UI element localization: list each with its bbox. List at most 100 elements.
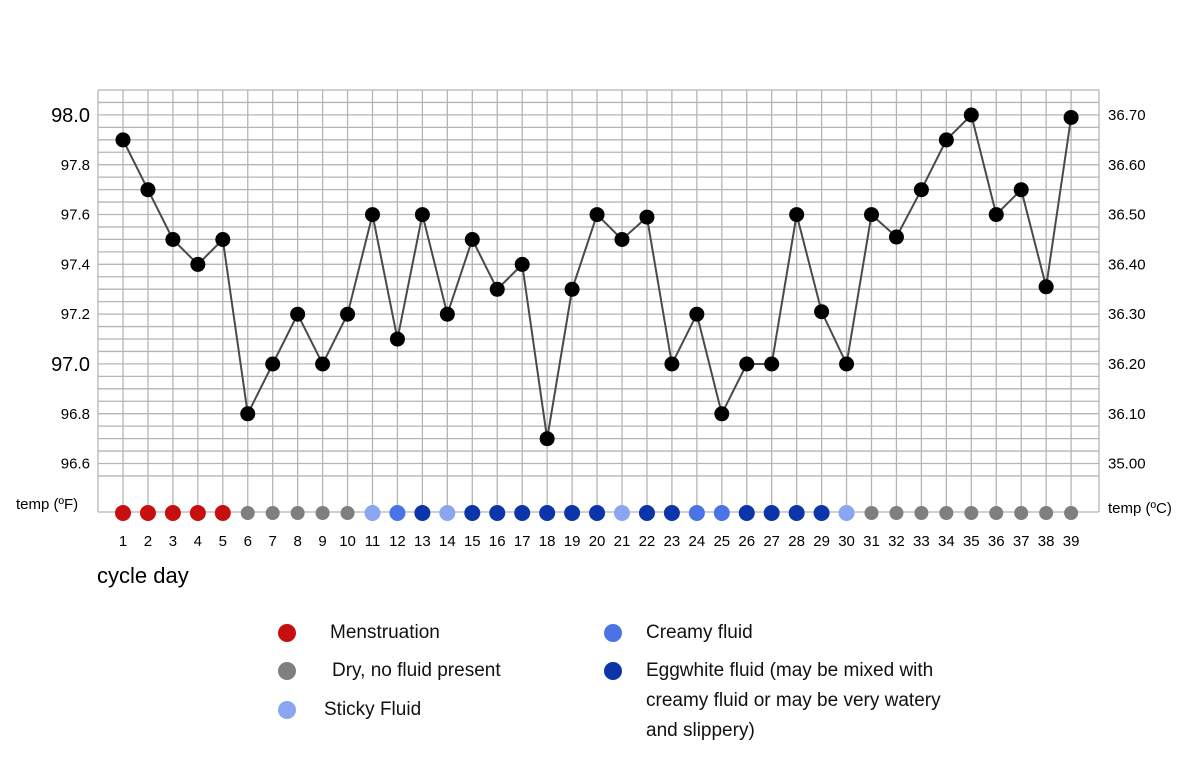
fluid-point-dry <box>889 506 904 520</box>
fluid-points <box>115 505 1079 521</box>
temperature-point <box>564 281 580 297</box>
temperature-point <box>963 107 979 123</box>
sticky-swatch <box>278 701 296 719</box>
temperature-point <box>165 232 181 247</box>
fluid-point-dry <box>265 506 280 520</box>
y-tick-label-right: 36.20 <box>1108 356 1146 373</box>
x-tick-label: 17 <box>514 533 531 550</box>
x-tick-label: 39 <box>1063 533 1080 550</box>
fluid-point-eggwhite <box>788 505 805 521</box>
x-tick-label: 31 <box>863 533 880 550</box>
y-tick-label-left: 96.8 <box>61 406 90 423</box>
legend-eggwhite: Eggwhite fluid (may be mixed with creamy… <box>604 660 976 746</box>
right-axis-label: temp (ºC) <box>1108 500 1172 517</box>
x-tick-label: 5 <box>219 533 227 550</box>
temperature-point <box>140 182 156 198</box>
fluid-point-menstruation <box>115 505 131 521</box>
y-tick-label-left: 97.0 <box>51 354 90 376</box>
temperature-point <box>290 306 306 322</box>
grid-lines <box>97 89 1100 513</box>
temperature-point <box>1038 279 1054 295</box>
y-tick-label-left: 98.0 <box>51 105 90 127</box>
temperature-point <box>614 232 630 247</box>
fluid-point-eggwhite <box>738 505 755 521</box>
temperature-point <box>1013 182 1029 198</box>
x-tick-label: 27 <box>763 533 780 550</box>
temperature-point <box>689 306 705 322</box>
legend-label: Eggwhite fluid (may be mixed with creamy… <box>646 660 941 741</box>
x-tick-label: 24 <box>689 533 706 550</box>
y-tick-label-right: 36.30 <box>1108 306 1146 323</box>
temperature-point <box>115 132 131 148</box>
fluid-point-eggwhite <box>539 505 556 521</box>
temperature-point <box>315 356 331 372</box>
x-tick-label: 32 <box>888 533 905 550</box>
x-tick-label: 1 <box>119 533 127 550</box>
temperature-point <box>913 182 929 198</box>
fluid-point-dry <box>315 506 330 520</box>
legend-dry: Dry, no fluid present <box>278 660 501 686</box>
x-tick-label: 19 <box>564 533 581 550</box>
y-tick-label-right: 36.60 <box>1108 157 1146 174</box>
x-tick-label: 6 <box>244 533 252 550</box>
x-tick-label: 28 <box>788 533 805 550</box>
x-tick-label: 18 <box>539 533 556 550</box>
temperature-point <box>514 256 530 272</box>
temperature-point <box>639 209 655 225</box>
fluid-point-dry <box>1039 506 1054 520</box>
y-tick-label-left: 96.6 <box>61 456 90 473</box>
x-tick-label: 29 <box>813 533 830 550</box>
fluid-point-dry <box>914 506 929 520</box>
y-tick-label-right: 36.70 <box>1108 107 1146 124</box>
x-tick-label: 11 <box>365 533 381 550</box>
fluid-point-eggwhite <box>564 505 581 521</box>
temperature-point <box>365 207 380 223</box>
x-tick-label: 14 <box>439 533 456 550</box>
fluid-point-eggwhite <box>489 505 506 521</box>
dry-swatch <box>278 662 296 680</box>
fluid-point-sticky <box>439 505 456 521</box>
temperature-point <box>789 207 805 223</box>
fluid-point-eggwhite <box>514 505 531 521</box>
legend-creamy: Creamy fluid <box>604 622 753 648</box>
y-tick-label-left: 97.4 <box>61 256 90 273</box>
temperature-point <box>340 306 356 322</box>
x-tick-label: 9 <box>318 533 326 550</box>
temperature-point <box>839 356 855 372</box>
temperature-point <box>589 207 605 223</box>
temperature-point <box>240 406 256 422</box>
fluid-point-eggwhite <box>589 505 606 521</box>
legend-label: Creamy fluid <box>646 622 753 643</box>
fluid-point-eggwhite <box>763 505 780 521</box>
x-tick-label: 26 <box>738 533 755 550</box>
fluid-point-menstruation <box>189 505 206 521</box>
temperature-point <box>664 356 680 372</box>
temperature-points <box>115 107 1079 447</box>
x-tick-label: 34 <box>938 533 955 550</box>
legend-label: Menstruation <box>330 622 440 643</box>
fluid-point-dry <box>864 506 879 520</box>
fluid-point-menstruation <box>139 505 156 521</box>
temperature-point <box>464 232 480 247</box>
temperature-point <box>938 132 954 148</box>
y-tick-label-left: 97.8 <box>61 157 90 174</box>
temperature-point <box>389 331 405 347</box>
left-axis: 98.0 97.8 97.6 97.4 97.2 97.0 96.8 96.6 <box>51 105 90 473</box>
x-tick-label: 8 <box>293 533 301 550</box>
y-tick-label-right: 35.00 <box>1108 456 1146 473</box>
x-tick-label: 10 <box>339 533 356 550</box>
x-tick-label: 37 <box>1013 533 1030 550</box>
fluid-point-dry <box>1064 506 1079 520</box>
x-tick-label: 33 <box>913 533 930 550</box>
temperature-point <box>714 406 730 422</box>
menstruation-swatch <box>278 624 296 642</box>
eggwhite-swatch <box>604 662 622 680</box>
temperature-point <box>1063 109 1079 125</box>
temperature-point <box>489 281 505 297</box>
fluid-point-dry <box>939 506 954 520</box>
y-tick-label-right: 36.40 <box>1108 256 1146 273</box>
creamy-swatch <box>604 624 622 642</box>
x-tick-label: 38 <box>1038 533 1055 550</box>
x-tick-label: 2 <box>144 533 152 550</box>
legend-label: Dry, no fluid present <box>332 660 501 681</box>
